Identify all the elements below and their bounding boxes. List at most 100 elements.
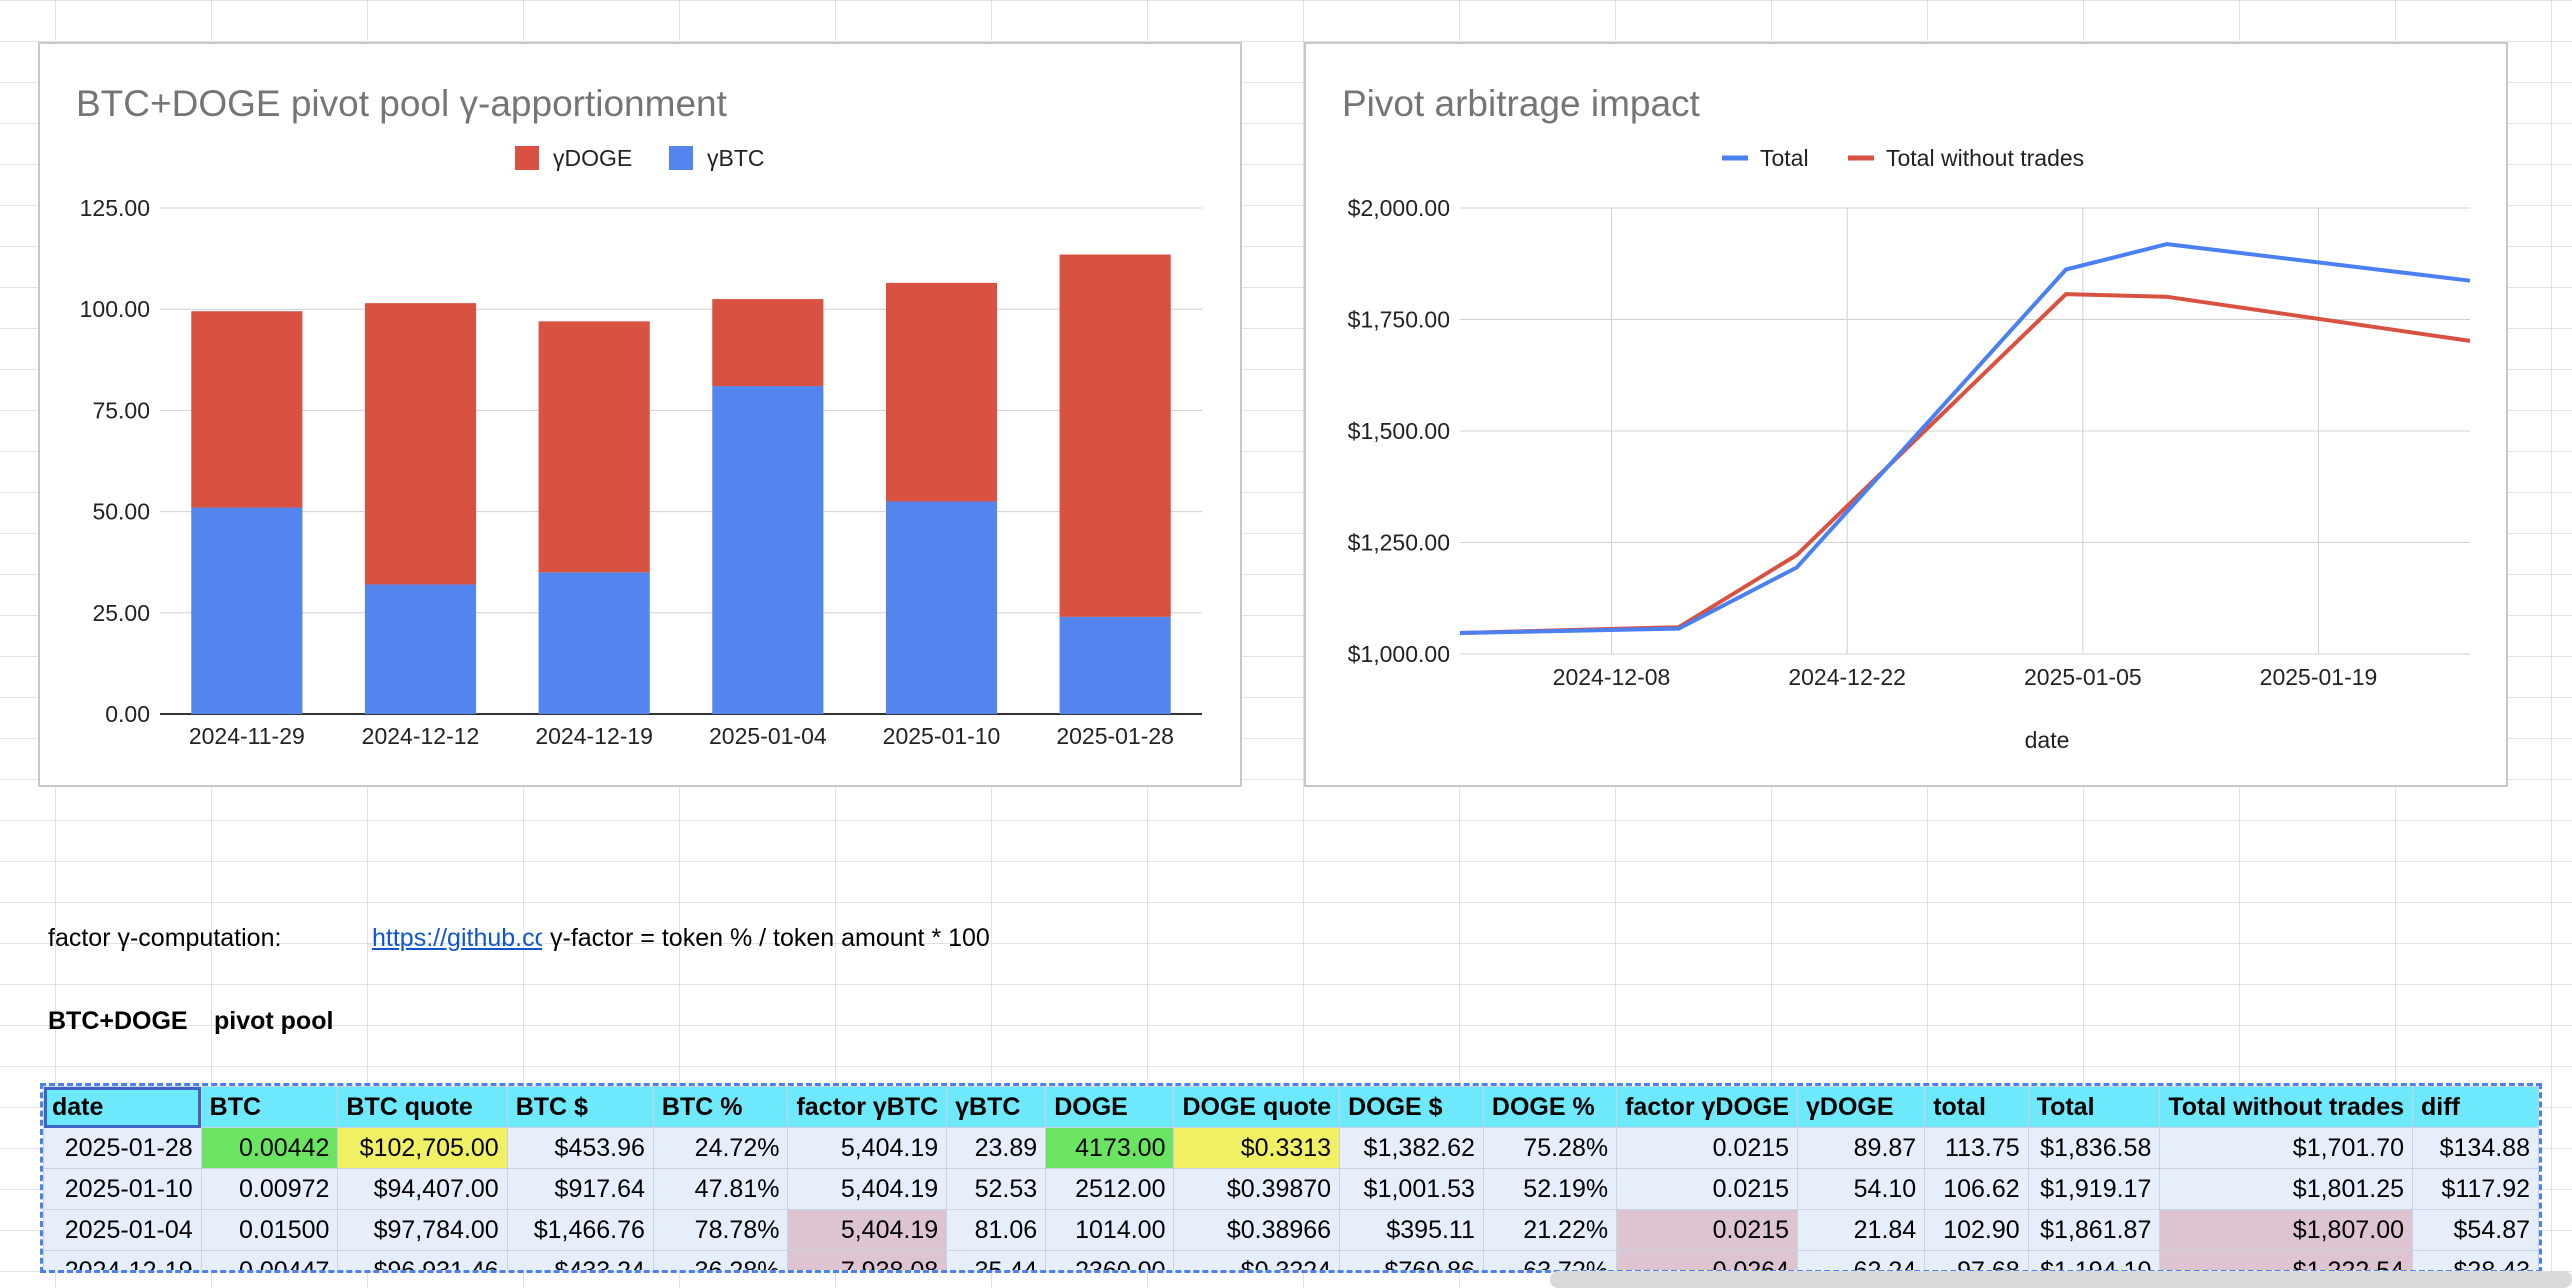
column-header[interactable]: DOGE % bbox=[1482, 1086, 1618, 1128]
column-header[interactable]: BTC bbox=[200, 1086, 339, 1128]
table-cell[interactable]: $1,222.54 bbox=[2159, 1250, 2414, 1270]
table-cell[interactable]: $102,705.00 bbox=[337, 1127, 508, 1169]
table-cell[interactable]: 35.44 bbox=[946, 1250, 1047, 1270]
table-cell[interactable]: $0.38966 bbox=[1173, 1209, 1341, 1251]
column-header[interactable]: factor γBTC bbox=[787, 1086, 948, 1128]
arbitrage-impact-chart-svg: Pivot arbitrage impact $1,000.00 $1,250.00… bbox=[1342, 83, 2471, 753]
data-table-range[interactable]: date BTC BTC quote BTC $ BTC % factor γBTC γBT… bbox=[40, 1083, 2542, 1273]
table-cell[interactable]: 7,938.08 bbox=[787, 1250, 948, 1270]
table-cell[interactable]: 0.00447 bbox=[200, 1250, 339, 1270]
table-cell[interactable]: $96,931.46 bbox=[337, 1250, 508, 1270]
table-cell[interactable]: 21.84 bbox=[1797, 1209, 1926, 1251]
table-cell[interactable]: 52.53 bbox=[946, 1168, 1047, 1210]
table-cell[interactable]: $94,407.00 bbox=[337, 1168, 508, 1210]
horizontal-scrollbar[interactable] bbox=[1550, 1271, 2572, 1288]
table-cell[interactable]: 5,404.19 bbox=[787, 1209, 948, 1251]
x-tick-label: 2025-01-04 bbox=[709, 723, 827, 749]
table-cell[interactable]: $917.64 bbox=[506, 1168, 654, 1210]
pool-type-cell[interactable]: pivot pool bbox=[214, 1007, 334, 1035]
column-header[interactable]: total bbox=[1924, 1086, 2029, 1128]
column-header[interactable]: DOGE bbox=[1045, 1086, 1175, 1128]
table-cell[interactable]: $1,836.58 bbox=[2027, 1127, 2161, 1169]
table-cell[interactable]: 5,404.19 bbox=[787, 1168, 948, 1210]
formula-text-cell[interactable]: γ-factor = token % / token amount * 100 bbox=[550, 924, 990, 952]
column-header[interactable]: Total bbox=[2027, 1086, 2161, 1128]
table-cell[interactable]: $395.11 bbox=[1339, 1209, 1484, 1251]
table-cell[interactable]: 0.00972 bbox=[200, 1168, 339, 1210]
column-header[interactable]: DOGE quote bbox=[1173, 1086, 1341, 1128]
pool-name-cell[interactable]: BTC+DOGE bbox=[48, 1007, 188, 1035]
table-cell[interactable]: 89.87 bbox=[1797, 1127, 1926, 1169]
table-cell[interactable]: $1,382.62 bbox=[1339, 1127, 1484, 1169]
table-cell[interactable]: 5,404.19 bbox=[787, 1127, 948, 1169]
table-cell[interactable]: -$28.43 bbox=[2412, 1250, 2539, 1270]
table-cell[interactable]: 2512.00 bbox=[1045, 1168, 1175, 1210]
table-cell[interactable]: $0.3224 bbox=[1173, 1250, 1341, 1270]
table-cell[interactable]: $433.24 bbox=[506, 1250, 654, 1270]
formula-link-cell[interactable]: https://github.com bbox=[372, 924, 542, 952]
table-cell[interactable]: 2360.00 bbox=[1045, 1250, 1175, 1270]
gamma-apportionment-chart[interactable]: BTC+DOGE pivot pool γ-apportionment 0.00 2… bbox=[38, 42, 1242, 787]
table-cell[interactable]: 0.0215 bbox=[1616, 1127, 1799, 1169]
table-cell[interactable]: 102.90 bbox=[1924, 1209, 2029, 1251]
column-header[interactable]: factor γDOGE bbox=[1616, 1086, 1799, 1128]
table-cell[interactable]: 2025-01-10 bbox=[43, 1168, 202, 1210]
table-cell[interactable]: $0.3313 bbox=[1173, 1127, 1341, 1169]
table-cell[interactable]: 2024-12-19 bbox=[43, 1250, 202, 1270]
table-cell[interactable]: $1,194.10 bbox=[2027, 1250, 2161, 1270]
y-tick-label: $1,000.00 bbox=[1348, 641, 1450, 667]
x-tick-label: 2024-12-19 bbox=[535, 723, 653, 749]
table-cell[interactable]: $54.87 bbox=[2412, 1209, 2539, 1251]
column-header[interactable]: BTC % bbox=[652, 1086, 789, 1128]
column-header[interactable]: γBTC bbox=[946, 1086, 1047, 1128]
table-cell[interactable]: 2025-01-28 bbox=[43, 1127, 202, 1169]
table-cell[interactable]: 75.28% bbox=[1482, 1127, 1618, 1169]
table-cell[interactable]: $1,701.70 bbox=[2159, 1127, 2414, 1169]
table-cell[interactable]: 63.72% bbox=[1482, 1250, 1618, 1270]
table-cell[interactable]: $760.86 bbox=[1339, 1250, 1484, 1270]
legend-label: γDOGE bbox=[553, 145, 632, 171]
table-cell[interactable]: $1,466.76 bbox=[506, 1209, 654, 1251]
table-cell[interactable]: 21.22% bbox=[1482, 1209, 1618, 1251]
table-cell[interactable]: 0.0215 bbox=[1616, 1209, 1799, 1251]
table-cell[interactable]: 81.06 bbox=[946, 1209, 1047, 1251]
table-cell[interactable]: 62.24 bbox=[1797, 1250, 1926, 1270]
y-tick-label: 100.00 bbox=[80, 296, 150, 322]
table-cell[interactable]: 2025-01-04 bbox=[43, 1209, 202, 1251]
table-cell[interactable]: 0.0215 bbox=[1616, 1168, 1799, 1210]
table-cell[interactable]: 106.62 bbox=[1924, 1168, 2029, 1210]
table-cell[interactable]: 0.00442 bbox=[200, 1127, 339, 1169]
table-cell[interactable]: 54.10 bbox=[1797, 1168, 1926, 1210]
table-cell[interactable]: 52.19% bbox=[1482, 1168, 1618, 1210]
table-cell[interactable]: 0.0264 bbox=[1616, 1250, 1799, 1270]
table-cell[interactable]: $1,861.87 bbox=[2027, 1209, 2161, 1251]
table-cell[interactable]: 23.89 bbox=[946, 1127, 1047, 1169]
table-cell[interactable]: $117.92 bbox=[2412, 1168, 2539, 1210]
table-cell[interactable]: $1,807.00 bbox=[2159, 1209, 2414, 1251]
table-cell[interactable]: $134.88 bbox=[2412, 1127, 2539, 1169]
column-header[interactable]: γDOGE bbox=[1797, 1086, 1926, 1128]
table-cell[interactable]: 78.78% bbox=[652, 1209, 789, 1251]
column-header[interactable]: Total without trades bbox=[2159, 1086, 2414, 1128]
table-cell[interactable]: 4173.00 bbox=[1045, 1127, 1175, 1169]
table-cell[interactable]: 47.81% bbox=[652, 1168, 789, 1210]
column-header[interactable]: BTC $ bbox=[506, 1086, 654, 1128]
table-cell[interactable]: $1,001.53 bbox=[1339, 1168, 1484, 1210]
formula-label-cell[interactable]: factor γ-computation: bbox=[48, 924, 282, 952]
table-cell[interactable]: 24.72% bbox=[652, 1127, 789, 1169]
column-header[interactable]: date bbox=[43, 1086, 202, 1128]
table-cell[interactable]: $97,784.00 bbox=[337, 1209, 508, 1251]
table-cell[interactable]: 36.28% bbox=[652, 1250, 789, 1270]
arbitrage-impact-chart[interactable]: Pivot arbitrage impact $1,000.00 $1,250.00… bbox=[1304, 42, 2508, 787]
table-cell[interactable]: 97.68 bbox=[1924, 1250, 2029, 1270]
table-cell[interactable]: $0.39870 bbox=[1173, 1168, 1341, 1210]
column-header[interactable]: BTC quote bbox=[337, 1086, 508, 1128]
table-cell[interactable]: $1,801.25 bbox=[2159, 1168, 2414, 1210]
table-cell[interactable]: 113.75 bbox=[1924, 1127, 2029, 1169]
table-cell[interactable]: 1014.00 bbox=[1045, 1209, 1175, 1251]
table-cell[interactable]: $453.96 bbox=[506, 1127, 654, 1169]
table-cell[interactable]: $1,919.17 bbox=[2027, 1168, 2161, 1210]
column-header[interactable]: DOGE $ bbox=[1339, 1086, 1484, 1128]
column-header[interactable]: diff bbox=[2412, 1086, 2539, 1128]
table-cell[interactable]: 0.01500 bbox=[200, 1209, 339, 1251]
